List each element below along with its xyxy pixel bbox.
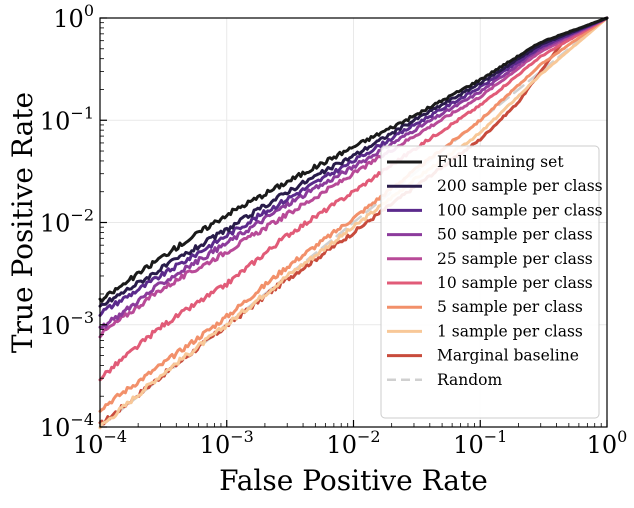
y-tick-label-base: 10 [40,414,71,442]
x-tick-label: 10−2 [326,427,380,459]
y-tick-label: 10−4 [40,410,94,442]
x-tick-label: 10−3 [200,427,254,459]
legend-label: Random [437,371,503,389]
series-line-200-sample-per-class [98,16,609,308]
y-tick-label: 10−3 [40,308,94,340]
series-line-25-sample-per-class [98,16,609,339]
y-tick-label-exponent: −3 [70,308,94,327]
y-tick-label: 10−1 [40,103,94,135]
series-line-5-sample-per-class [98,16,609,413]
x-tick-label-exponent: −3 [230,427,254,446]
legend-label: 50 sample per class [437,226,593,244]
x-tick-label-base: 10 [73,431,104,459]
legend: Full training set 200 sample per class 100… [380,145,603,419]
x-tick-label-base: 10 [587,431,618,459]
series-line-random [98,16,609,429]
legend-label: Marginal baseline [437,347,579,365]
legend-label: 5 sample per class [437,298,583,316]
series-line-1-sample-per-class [98,16,609,430]
legend-box [380,145,600,419]
series-line-full-training-set [98,16,609,303]
x-tick-label-base: 10 [326,431,357,459]
x-tick-label-base: 10 [200,431,231,459]
y-tick-label-base: 10 [40,107,71,135]
y-axis-label: True Positive Rate [6,92,39,353]
x-tick-label: 10−4 [73,427,127,459]
y-tick-label-exponent: −4 [70,410,94,429]
y-tick-label: 100 [53,1,94,33]
series-line-100-sample-per-class [98,16,609,317]
legend-label: 200 sample per class [437,177,603,195]
series-line-50-sample-per-class [98,16,609,330]
x-tick-label: 10−1 [453,427,507,459]
x-tick-label: 100 [587,427,628,459]
y-tick-label-exponent: −1 [70,103,94,122]
legend-label: 1 sample per class [437,322,583,340]
x-tick-label-exponent: 0 [617,427,627,446]
legend-label: Full training set [437,153,564,171]
x-tick-label-base: 10 [453,431,484,459]
y-tick-label-base: 10 [40,210,71,238]
y-tick-label: 10−2 [40,206,94,238]
x-tick-label-exponent: −2 [357,427,381,446]
y-tick-label-base: 10 [40,312,71,340]
y-tick-label-exponent: 0 [84,1,94,20]
legend-label: 10 sample per class [437,274,593,292]
x-tick-label-exponent: −4 [103,427,127,446]
series-line-10-sample-per-class [98,16,609,382]
series-layer [98,16,609,430]
y-tick-label-base: 10 [53,5,84,33]
x-tick-label-exponent: −1 [484,427,508,446]
legend-label: 25 sample per class [437,250,593,268]
y-tick-label-exponent: −2 [70,206,94,225]
x-axis-label: False Positive Rate [219,464,488,497]
legend-label: 100 sample per class [437,201,603,219]
